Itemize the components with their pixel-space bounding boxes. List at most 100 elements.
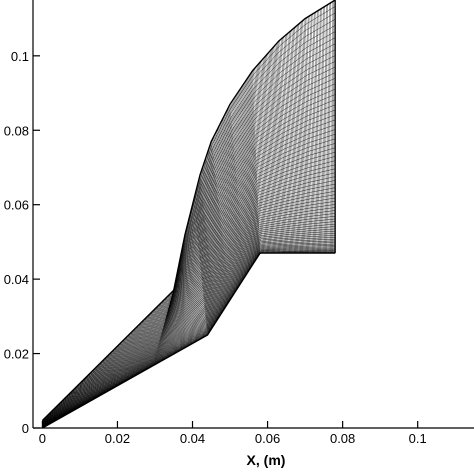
mesh-line-streamwise <box>42 66 336 423</box>
x-tick-label: 0 <box>39 431 46 446</box>
y-tick-label: 0.08 <box>4 123 29 138</box>
mesh-line-radial <box>298 24 306 254</box>
mesh-line-streamwise <box>42 25 336 422</box>
y-tick-label: 0.02 <box>4 347 29 362</box>
y-tick-label: 0.06 <box>4 198 29 213</box>
mesh-line-radial <box>321 8 325 254</box>
mesh-line-radial <box>314 12 319 254</box>
mesh-line-radial <box>277 42 287 254</box>
mesh-line-radial <box>294 27 302 254</box>
mesh-line-radial <box>258 64 267 254</box>
mesh-line-streamwise <box>42 114 336 425</box>
mesh-line-streamwise <box>42 201 336 427</box>
mesh-line-radial <box>261 60 271 254</box>
mesh-line-streamwise <box>42 204 336 427</box>
mesh-line-radial <box>290 30 299 254</box>
x-tick-label: 0.1 <box>409 431 427 446</box>
mesh-line-streamwise <box>42 147 336 426</box>
mesh-line-streamwise <box>42 183 336 427</box>
mesh-line-radial <box>301 21 308 254</box>
mesh-line-radial <box>268 52 278 254</box>
mesh-line-radial <box>278 41 288 254</box>
mesh-line-streamwise <box>42 242 336 428</box>
mesh-line-radial <box>286 34 295 254</box>
axes <box>32 0 474 429</box>
mesh-line-radial <box>259 62 268 254</box>
mesh-line-streamwise <box>42 72 336 423</box>
x-axis-label: X, (m) <box>247 452 286 468</box>
mesh-line-radial <box>317 11 322 254</box>
mesh-line-streamwise <box>42 172 336 426</box>
mesh-line-radial <box>274 45 284 254</box>
mesh-line-streamwise <box>42 235 336 428</box>
mesh-boundary <box>41 0 336 429</box>
mesh-line-radial <box>285 35 294 254</box>
mesh-line-radial <box>254 68 263 254</box>
mesh-line-radial <box>299 22 307 254</box>
mesh-line-streamwise <box>42 240 336 428</box>
mesh-line-radial <box>293 28 301 254</box>
mesh-line-streamwise <box>42 99 336 424</box>
mesh-line-radial <box>289 32 297 254</box>
mesh-line-streamwise <box>42 237 336 428</box>
mesh-line-streamwise <box>42 221 336 428</box>
mesh-line-streamwise <box>42 207 336 427</box>
mesh-line-radial <box>287 33 296 254</box>
mesh-line-radial <box>256 65 266 254</box>
mesh-line-streamwise <box>42 218 336 428</box>
mesh-line-radial <box>262 58 272 254</box>
mesh-line-radial <box>264 57 273 254</box>
mesh-line-radial <box>331 1 333 254</box>
mesh-line-streamwise <box>42 119 336 425</box>
mesh-line-radial <box>308 16 314 254</box>
mesh-line-streamwise <box>42 176 336 426</box>
mesh-line-radial <box>272 48 282 254</box>
mesh-line-streamwise <box>42 61 336 423</box>
y-tick-label: 0 <box>22 421 29 436</box>
mesh-line-streamwise <box>42 37 336 422</box>
mesh-line-streamwise <box>42 168 336 426</box>
mesh-line-radial <box>260 61 269 254</box>
mesh-line-radial <box>305 18 312 254</box>
mesh-line-radial <box>306 17 313 254</box>
mesh-line-streamwise <box>42 134 336 425</box>
mesh-line-streamwise <box>42 43 336 422</box>
mesh-line-radial <box>255 66 265 254</box>
mesh-line-streamwise <box>42 138 336 425</box>
y-tick-label: 0.1 <box>11 49 29 64</box>
mesh-line-streamwise <box>42 191 336 427</box>
mesh-line-radial <box>297 25 305 254</box>
mesh-line-streamwise <box>42 104 336 424</box>
mesh-line-radial <box>275 44 285 254</box>
mesh-line-streamwise <box>42 83 336 424</box>
mesh-line-streamwise <box>42 143 336 425</box>
mesh-line-streamwise <box>42 94 336 424</box>
mesh-line-streamwise <box>42 228 336 428</box>
mesh-line-streamwise <box>42 164 336 426</box>
mesh-line-streamwise <box>42 197 336 427</box>
mesh-line-streamwise <box>42 187 336 427</box>
mesh-line-radial <box>295 26 304 254</box>
x-tick-label: 0.06 <box>255 431 280 446</box>
mesh-line-streamwise <box>42 6 336 421</box>
mesh-line-streamwise <box>42 226 336 428</box>
x-tick-label: 0.08 <box>330 431 355 446</box>
ticks: 0 0.02 0.04 0.06 0.08 0.1 0 0.02 0.04 0.06 0.08 0.1 <box>4 49 427 446</box>
mesh-line-streamwise <box>42 49 336 423</box>
mesh-line-radial <box>323 7 326 254</box>
mesh-line-radial <box>302 20 310 254</box>
mesh-line-streamwise <box>42 216 336 428</box>
mesh-line-radial <box>283 36 293 254</box>
mesh-line-radial <box>279 40 289 254</box>
mesh-line-streamwise <box>42 109 336 424</box>
mesh-line-streamwise <box>42 210 336 427</box>
mesh-line-radial <box>271 49 280 254</box>
mesh-line-streamwise <box>42 31 336 422</box>
mesh-line-radial <box>303 19 311 254</box>
mesh-line-radial <box>320 9 324 254</box>
mesh-line-streamwise <box>42 238 336 428</box>
outer-boundary-line <box>41 0 336 422</box>
mesh-line-streamwise <box>42 223 336 428</box>
mesh-line-radial <box>280 38 290 254</box>
